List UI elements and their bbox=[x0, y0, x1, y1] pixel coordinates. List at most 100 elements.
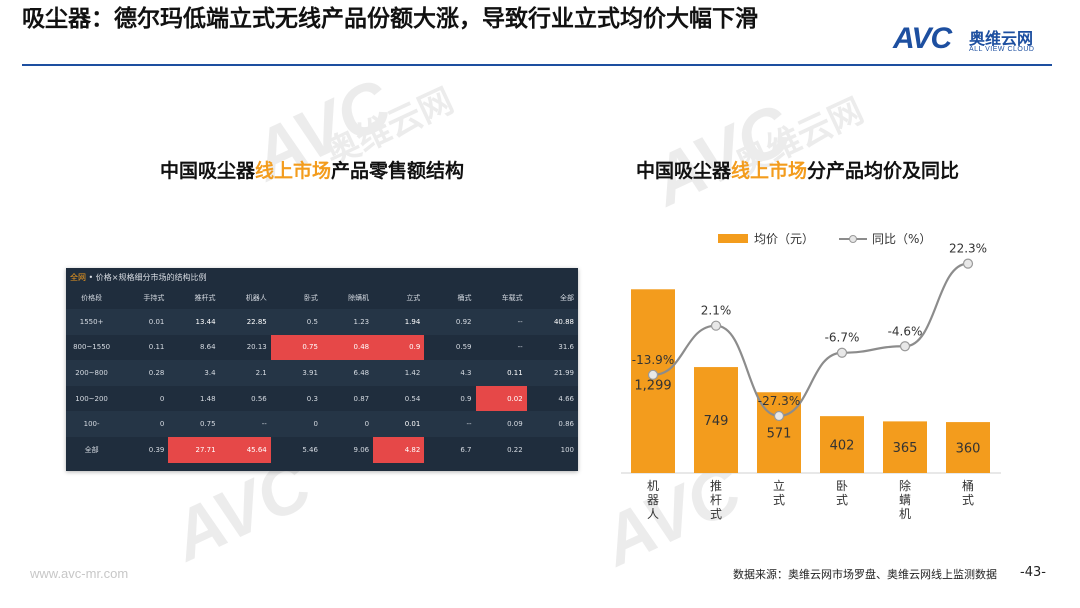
table-cell: 100 bbox=[560, 445, 574, 454]
all-network-link[interactable]: 全网 bbox=[70, 273, 86, 282]
table-header-cell: 车载式 bbox=[501, 294, 523, 302]
table-cell: 2.1 bbox=[219, 360, 271, 386]
table-cell: 31.6 bbox=[558, 343, 574, 352]
category-label-char: 式 bbox=[773, 493, 785, 507]
table-cell: 0.5 bbox=[270, 309, 322, 335]
table-caption: 全网 • 价格×规格细分市场的结构比例 bbox=[70, 272, 207, 283]
table-cell: 0 bbox=[117, 411, 169, 437]
yoy-label: -13.9% bbox=[632, 353, 674, 367]
category-label-char: 桶 bbox=[962, 478, 974, 493]
table-cell: 0.28 bbox=[117, 360, 169, 386]
table-cell: -- bbox=[219, 411, 271, 437]
category-label-char: 立 bbox=[773, 478, 785, 493]
title-highlight: 线上市场 bbox=[731, 160, 808, 182]
structure-table-panel: 全网 • 价格×规格细分市场的结构比例 价格段 手持式 推杆式 机器人 卧式 除螨机 立式 桶… bbox=[66, 268, 578, 471]
data-source: 数据来源：奥维云网市场罗盘、奥维云网线上监测数据 bbox=[733, 568, 997, 581]
chart-section-title: 中国吸尘器线上市场分产品均价及同比 bbox=[636, 156, 959, 183]
bar-value-label: 749 bbox=[704, 414, 729, 429]
table-header-cell: 除螨机 bbox=[348, 294, 370, 302]
table-header-cell: 推杆式 bbox=[194, 294, 216, 302]
bar bbox=[757, 392, 801, 473]
table-cell: 200~800 bbox=[66, 360, 118, 386]
table-cell: 0.59 bbox=[455, 343, 472, 352]
category-label-char: 杆 bbox=[710, 493, 722, 507]
table-row: 800~1550 0.11 8.64 20.13 0.75 0.48 0.9 0.59 -- 31… bbox=[66, 334, 578, 361]
table-cell: 0.01 bbox=[373, 411, 425, 437]
table-cell: 0.11 bbox=[148, 343, 165, 352]
bar bbox=[883, 421, 927, 473]
table-cell: 1.23 bbox=[321, 309, 374, 335]
table-header-cell: 桶式 bbox=[457, 294, 472, 302]
table-row: 1550+ 0.01 13.44 22.85 0.5 1.23 1.94 0.92 -- 40.8… bbox=[66, 309, 578, 335]
table-cell: 0.54 bbox=[404, 394, 421, 403]
website-url[interactable]: www.avc-mr.com bbox=[30, 566, 129, 581]
yoy-label: -4.6% bbox=[888, 324, 923, 338]
category-label-char: 人 bbox=[647, 507, 659, 521]
logo-cn-text: 奥维云网 bbox=[969, 29, 1034, 48]
table-cell: 0.86 bbox=[526, 411, 578, 437]
table-cell: 1.42 bbox=[373, 360, 425, 386]
table-cell: 6.48 bbox=[321, 360, 374, 386]
table-cell: 27.71 bbox=[168, 436, 220, 463]
table-cell: 4.66 bbox=[558, 394, 574, 403]
table-header-cell: 手持式 bbox=[143, 294, 165, 302]
table-cell: 0.11 bbox=[475, 360, 527, 386]
legend-label-line: 同比（%） bbox=[872, 232, 931, 246]
table-cell: 0 bbox=[270, 411, 322, 437]
category-label-char: 器 bbox=[647, 493, 659, 507]
bar-value-label: 360 bbox=[956, 442, 981, 457]
table-cell: 22.85 bbox=[219, 309, 271, 335]
category-label-char: 推 bbox=[710, 479, 722, 493]
table-cell: 1.48 bbox=[199, 394, 216, 403]
table-cell: 45.64 bbox=[219, 436, 271, 463]
table-cell: 0.22 bbox=[507, 445, 523, 454]
table-cell: 40.88 bbox=[526, 309, 578, 335]
structure-table: 价格段 手持式 推杆式 机器人 卧式 除螨机 立式 桶式 车载式 全部 1550+ 0.01 13.4… bbox=[66, 287, 578, 463]
title-suffix: 分产品均价及同比 bbox=[807, 160, 960, 182]
table-header-cell: 卧式 bbox=[303, 294, 318, 302]
bar bbox=[946, 422, 990, 473]
price-chart: 均价（元） 同比（%）1,299机器人749推杆式571立式402卧式365除螨机… bbox=[621, 232, 1001, 521]
table-cell: 6.7 bbox=[460, 445, 472, 454]
table-caption-text: • 价格×规格细分市场的结构比例 bbox=[86, 273, 207, 282]
table-header-cell: 立式 bbox=[406, 294, 421, 302]
table-cell: 0.02 bbox=[475, 385, 527, 412]
table-cell: 0.01 bbox=[117, 309, 169, 335]
table-cell: 0.3 bbox=[306, 394, 318, 403]
table-cell: 9.06 bbox=[353, 445, 370, 454]
table-section-title: 中国吸尘器线上市场产品零售额结构 bbox=[160, 156, 464, 183]
table-cell: 0.39 bbox=[148, 445, 165, 454]
table-cell: 0.09 bbox=[475, 411, 527, 437]
table-cell: 800~1550 bbox=[73, 343, 111, 352]
table-cell: 1550+ bbox=[66, 309, 118, 335]
table-cell: 0.9 bbox=[373, 334, 425, 361]
table-cell: 0 bbox=[159, 394, 165, 403]
bar-value-label: 365 bbox=[893, 441, 918, 456]
category-label-char: 机 bbox=[647, 479, 659, 493]
yoy-label: -6.7% bbox=[825, 331, 860, 345]
table-cell: 3.91 bbox=[270, 360, 322, 386]
table-row: 100~200 0 1.48 0.56 0.3 0.87 0.54 0.9 0.02 4.66 bbox=[66, 385, 578, 412]
table-cell: 8.64 bbox=[199, 343, 216, 352]
table-cell: 0.87 bbox=[353, 394, 370, 403]
avc-logo: AVC 奥维云网 ALL VIEW CLOUD bbox=[893, 20, 1063, 60]
table-cell: 100- bbox=[66, 411, 118, 437]
yoy-point bbox=[647, 369, 659, 380]
table-cell: 5.46 bbox=[302, 445, 318, 454]
bar bbox=[820, 416, 864, 473]
title-suffix: 产品零售额结构 bbox=[331, 160, 465, 182]
table-cell: 0.92 bbox=[424, 309, 476, 335]
yoy-label: 22.3% bbox=[949, 242, 987, 256]
table-cell: 100~200 bbox=[75, 394, 108, 403]
legend-marker-line bbox=[849, 235, 857, 243]
table-cell: 0.9 bbox=[460, 394, 472, 403]
table-cell: -- bbox=[517, 343, 523, 352]
table-cell: -- bbox=[424, 411, 476, 437]
table-header-cell: 价格段 bbox=[81, 294, 103, 302]
category-label-char: 式 bbox=[836, 493, 848, 507]
table-header-cell: 全部 bbox=[560, 294, 574, 302]
table-cell: 20.13 bbox=[246, 343, 267, 352]
table-cell: 13.44 bbox=[168, 309, 220, 335]
logo-en-text: ALL VIEW CLOUD bbox=[969, 46, 1035, 53]
table-row: 200~800 0.28 3.4 2.1 3.91 6.48 1.42 4.3 0.11 21.9… bbox=[66, 360, 578, 386]
